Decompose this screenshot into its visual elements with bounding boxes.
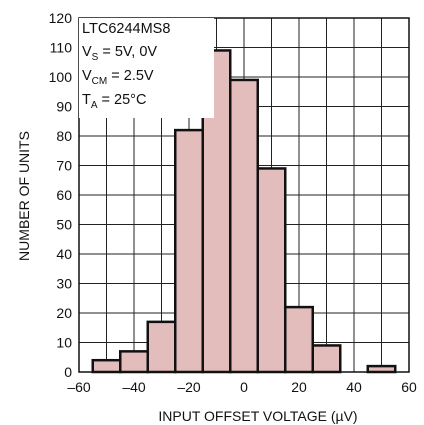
x-tick-label: –40 [122,379,146,395]
annotation-part: LTC6244MS8 [82,21,170,37]
y-tick-label: 70 [56,158,72,174]
y-tick-label: 20 [56,305,72,321]
conditions-annotation: LTC6244MS8 VS = 5V, 0V VCM = 2.5V TA = 2… [82,21,170,111]
y-tick-labels: 0 10 20 30 40 50 60 70 80 90 100 110 120 [49,10,73,380]
annotation-temperature: TA = 25°C [82,92,146,111]
annotation-supply: VS = 5V, 0V [82,44,157,63]
histogram-bar [91,358,122,374]
y-tick-label: 60 [56,187,72,203]
annotation-background [79,18,214,118]
histogram-bar [146,320,177,374]
histogram-bar [256,167,287,374]
x-axis-label: INPUT OFFSET VOLTAGE (µV) [158,408,357,424]
y-tick-label: 90 [56,99,72,115]
y-tick-label: 120 [49,10,73,26]
x-tick-label: 40 [346,379,362,395]
y-tick-label: 0 [64,364,72,380]
annotation-vcm: VCM = 2.5V [82,68,154,87]
x-tick-label: 60 [401,379,417,395]
histogram-bar [229,78,259,374]
y-axis-label: NUMBER OF UNITS [16,131,32,261]
y-tick-label: 80 [56,128,72,144]
histogram-bar [174,128,204,374]
x-tick-labels: –60 –40 –20 0 20 40 60 [67,379,417,395]
y-tick-label: 40 [56,246,72,262]
histogram-bar [366,364,397,374]
y-tick-label: 110 [50,40,73,56]
y-tick-label: 50 [56,217,72,233]
x-tick-label: 0 [240,379,248,395]
y-tick-label: 10 [56,335,72,351]
x-tick-label: –60 [67,379,91,395]
x-tick-label: 20 [291,379,307,395]
x-tick-label: –20 [177,379,201,395]
histogram-bar [119,350,149,374]
histogram-bar [284,305,314,374]
y-tick-label: 30 [56,276,72,292]
y-tick-label: 100 [49,69,73,85]
histogram-bar [311,344,342,374]
